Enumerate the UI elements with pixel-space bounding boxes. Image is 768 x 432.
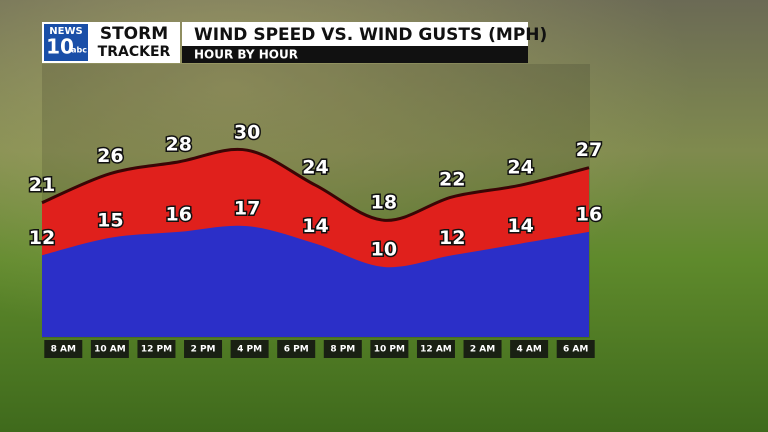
data-label: 14 bbox=[507, 215, 533, 237]
logo: NEWS 10 abc STORM TRACKER bbox=[42, 22, 180, 63]
x-tick-box bbox=[416, 340, 455, 358]
x-tick-box bbox=[323, 340, 362, 358]
x-tick-box bbox=[184, 340, 223, 358]
x-tick-box bbox=[370, 340, 409, 358]
x-tick-label: 8 PM bbox=[330, 345, 355, 355]
x-tick-label: 8 AM bbox=[51, 345, 76, 355]
x-tick-label: 12 PM bbox=[141, 345, 172, 355]
subtitle-box bbox=[182, 46, 528, 63]
title-box bbox=[182, 22, 528, 46]
data-label: 12 bbox=[439, 227, 465, 249]
data-label: 24 bbox=[507, 157, 533, 179]
x-tick-label: 6 PM bbox=[284, 345, 309, 355]
data-label: 18 bbox=[371, 192, 397, 214]
data-label: 10 bbox=[371, 238, 397, 260]
x-tick-label: 10 AM bbox=[94, 345, 126, 355]
x-tick-box bbox=[277, 340, 316, 358]
data-label: 16 bbox=[166, 203, 192, 225]
x-tick-label: 2 PM bbox=[191, 345, 216, 355]
chart-subtitle: HOUR BY HOUR bbox=[194, 48, 298, 62]
data-label: 30 bbox=[234, 122, 260, 144]
data-label: 14 bbox=[302, 215, 328, 237]
x-tick-label: 6 AM bbox=[563, 345, 588, 355]
data-label: 22 bbox=[439, 168, 465, 190]
x-tick-label: 12 AM bbox=[420, 345, 452, 355]
data-label: 15 bbox=[97, 209, 123, 231]
logo-storm: STORM bbox=[100, 24, 168, 44]
area bbox=[42, 225, 589, 337]
logo-network: abc bbox=[71, 46, 87, 55]
x-tick-box bbox=[44, 340, 83, 358]
data-label: 24 bbox=[302, 157, 328, 179]
x-tick-label: 2 AM bbox=[470, 345, 495, 355]
x-tick-label: 10 PM bbox=[374, 345, 405, 355]
x-tick-box bbox=[230, 340, 269, 358]
chart-title: WIND SPEED VS. WIND GUSTS (MPH) bbox=[194, 25, 547, 45]
data-label: 12 bbox=[29, 227, 55, 249]
data-label: 28 bbox=[166, 133, 192, 155]
x-tick-label: 4 AM bbox=[516, 345, 541, 355]
logo-badge bbox=[44, 24, 88, 61]
x-tick-label: 4 PM bbox=[237, 345, 262, 355]
logo-tracker: TRACKER bbox=[98, 44, 171, 60]
x-tick-box bbox=[463, 340, 502, 358]
line bbox=[41, 147, 590, 222]
x-tick-box bbox=[510, 340, 549, 358]
x-tick-box bbox=[137, 340, 176, 358]
data-label: 27 bbox=[576, 139, 602, 161]
x-tick-box bbox=[90, 340, 129, 358]
logo-news: NEWS bbox=[49, 26, 82, 37]
logo-number: 10 bbox=[46, 35, 74, 59]
data-label: 21 bbox=[29, 174, 55, 196]
x-tick-box bbox=[556, 340, 595, 358]
data-label: 26 bbox=[97, 145, 123, 167]
data-label: 17 bbox=[234, 198, 260, 220]
data-label: 16 bbox=[576, 203, 602, 225]
